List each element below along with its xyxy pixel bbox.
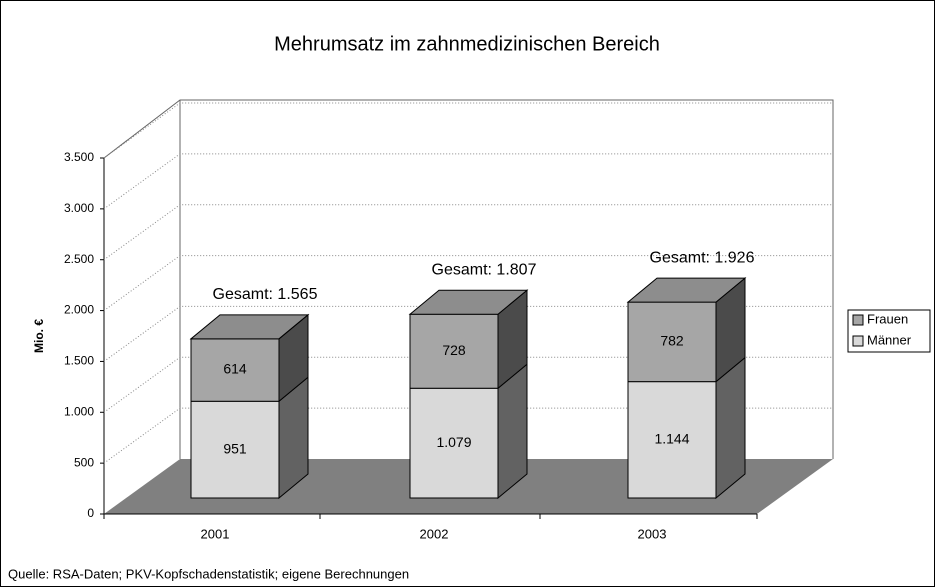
y-tick-label: 2.000 — [64, 303, 94, 317]
y-tick-label: 1.000 — [64, 404, 94, 418]
bar-top — [626, 277, 747, 303]
source: Quelle: RSA-Daten; PKV-Kopfschadenstatis… — [8, 566, 409, 581]
y-tick-label: 3.500 — [64, 150, 94, 164]
legend-label: Männer — [867, 332, 912, 347]
y-tick-label: 0 — [87, 506, 94, 520]
bar-front — [409, 387, 499, 499]
value-label: 951 — [223, 440, 247, 456]
grid-line — [103, 356, 833, 413]
annotation: Gesamt: 1.807 — [432, 261, 537, 278]
bar-front — [190, 338, 280, 402]
value-label: 1.144 — [654, 431, 689, 447]
x-tick-label: 2003 — [638, 526, 667, 541]
legend-swatch — [852, 314, 864, 326]
value-label: 1.079 — [436, 434, 471, 450]
grid-line — [103, 305, 833, 362]
bar-front — [627, 381, 717, 499]
bar-front — [190, 400, 280, 499]
bar-top — [189, 314, 310, 340]
value-label: 728 — [442, 342, 466, 358]
grid-line — [103, 407, 833, 464]
annotation: Gesamt: 1.565 — [213, 286, 318, 303]
x-tick-label: 2001 — [201, 526, 230, 541]
y-tick-label: 500 — [74, 455, 94, 469]
grid-line — [103, 153, 833, 210]
bar-side — [715, 356, 746, 500]
value-label: 614 — [223, 361, 247, 377]
y-tick-label: 3.000 — [64, 201, 94, 215]
chart-title: Mehrumsatz im zahnmedizinischen Bereich — [274, 33, 660, 55]
x-tick-label: 2002 — [420, 526, 449, 541]
y-tick-label: 1.500 — [64, 354, 94, 368]
bar-top — [408, 289, 529, 315]
grid-line — [103, 204, 833, 261]
grid-line — [103, 102, 833, 159]
value-label: 782 — [660, 333, 684, 349]
grid-line — [103, 255, 833, 311]
y-tick-label: 2.500 — [64, 252, 94, 266]
annotation: Gesamt: 1.926 — [650, 249, 755, 266]
legend-label: Frauen — [867, 311, 908, 326]
y-axis-label: Mio. € — [32, 319, 46, 353]
legend-swatch — [852, 335, 864, 347]
wall-edge — [103, 99, 834, 459]
